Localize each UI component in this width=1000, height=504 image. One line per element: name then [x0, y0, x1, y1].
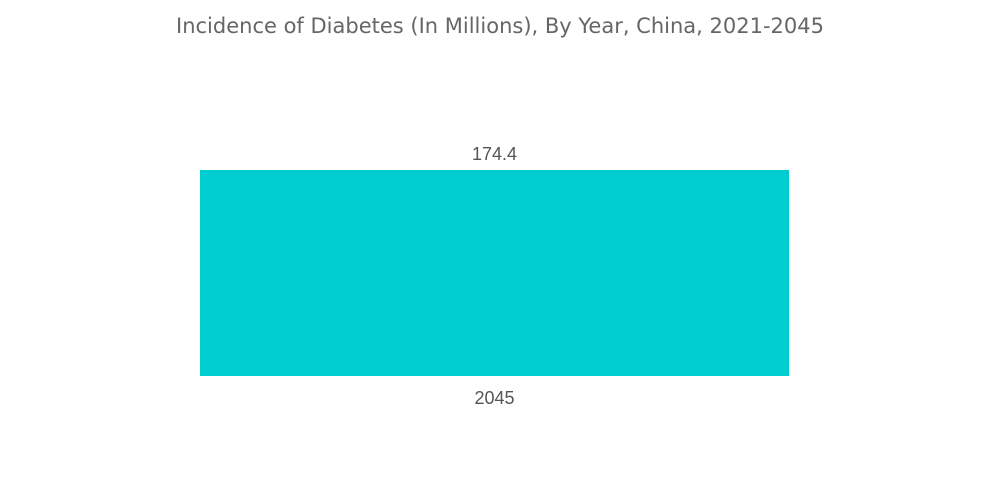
data-label-2045: 174.4: [472, 144, 517, 164]
bar-2045: [200, 170, 789, 376]
x-tick-label-2045: 2045: [474, 388, 514, 408]
chart-title: Incidence of Diabetes (In Millions), By …: [176, 14, 824, 38]
